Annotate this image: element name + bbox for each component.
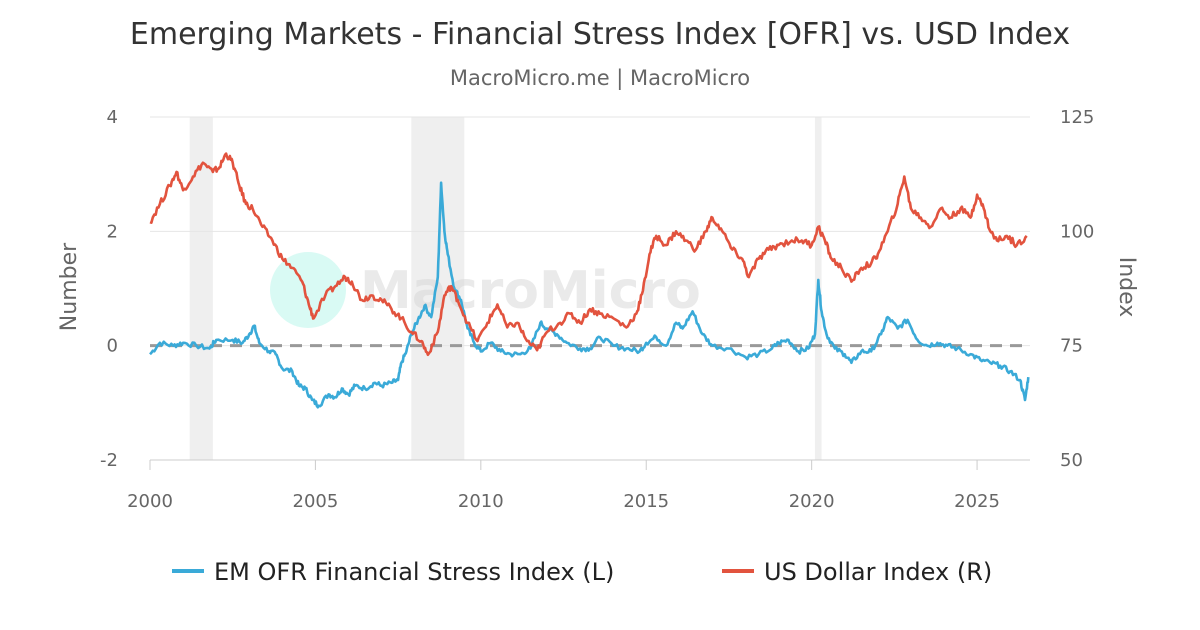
x-tick-label: 2010 — [458, 491, 504, 512]
x-axis: 2000 2005 2010 2015 2020 2025 — [127, 460, 1000, 512]
x-tick-label: 2000 — [127, 491, 173, 512]
left-axis: -2 0 2 4 — [100, 107, 118, 471]
right-tick-label: 125 — [1060, 107, 1094, 128]
left-tick-label: 2 — [107, 221, 118, 242]
chart-subtitle: MacroMicro.me | MacroMicro — [450, 66, 750, 91]
left-tick-label: 4 — [107, 107, 118, 128]
legend-label-0: EM OFR Financial Stress Index (L) — [214, 558, 614, 586]
watermark-text: MacroMicro — [360, 261, 701, 321]
recession-band-0 — [189, 117, 213, 460]
x-tick-label: 2025 — [954, 491, 1000, 512]
right-tick-label: 100 — [1060, 221, 1094, 242]
left-tick-label: 0 — [107, 336, 118, 357]
right-axis: 50 75 100 125 — [1060, 107, 1094, 471]
legend-label-1: US Dollar Index (R) — [764, 558, 992, 586]
series-layer — [149, 152, 1030, 409]
watermark-logo-icon — [270, 252, 346, 328]
watermark: MacroMicro — [270, 252, 701, 328]
left-axis-title: Number — [57, 242, 82, 331]
series-line-0 — [149, 181, 1030, 409]
series-line-1 — [149, 152, 1028, 357]
right-tick-label: 75 — [1060, 336, 1083, 357]
right-tick-label: 50 — [1060, 450, 1083, 471]
left-tick-label: -2 — [100, 450, 118, 471]
x-tick-label: 2020 — [789, 491, 835, 512]
right-axis-title: Index — [1114, 257, 1139, 318]
legend: EM OFR Financial Stress Index (L) US Doll… — [172, 558, 992, 586]
chart-title: Emerging Markets - Financial Stress Inde… — [130, 17, 1070, 52]
x-tick-label: 2005 — [293, 491, 339, 512]
x-tick-label: 2015 — [623, 491, 669, 512]
